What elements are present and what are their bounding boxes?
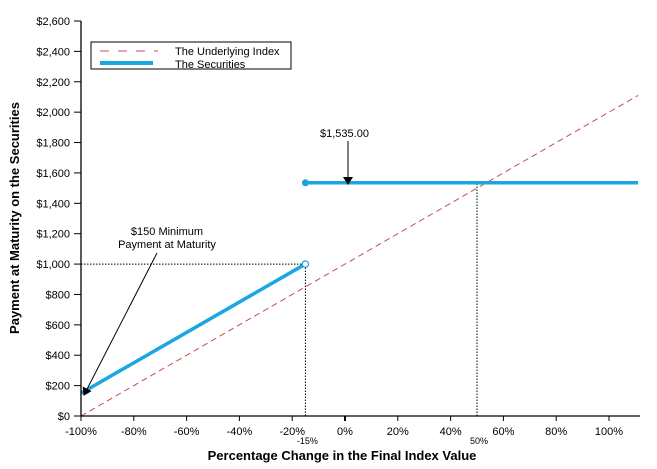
y-tick-label: $2,400 xyxy=(36,46,70,58)
y-tick-label: $1,800 xyxy=(36,138,70,150)
x-tick-label: -100% xyxy=(65,426,97,438)
legend: The Underlying Index The Securities xyxy=(90,41,292,71)
y-tick-label: $2,000 xyxy=(36,107,70,119)
y-axis-label: Payment at Maturity on the Securities xyxy=(7,102,22,334)
y-tick-label: $1,400 xyxy=(36,198,70,210)
x-tick-label: -20% xyxy=(279,426,305,438)
annotation-minimum-line2: Payment at Maturity xyxy=(118,239,216,251)
y-tick-label: $200 xyxy=(46,381,70,393)
y-tick-label: $1,600 xyxy=(36,168,70,180)
y-tick-label: $0 xyxy=(58,411,70,423)
x-tick-label: 20% xyxy=(387,426,409,438)
x-tick-label: 0% xyxy=(337,426,353,438)
y-tick-label: $2,600 xyxy=(36,16,70,28)
x-extra-label: 50% xyxy=(470,436,488,446)
x-tick-label: 60% xyxy=(492,426,514,438)
annotation-minimum-arrow xyxy=(82,252,158,396)
open-circle-marker xyxy=(301,260,310,268)
filled-circle-marker xyxy=(301,179,309,187)
y-tick-label: $600 xyxy=(46,320,70,332)
annotation-minimum-line1: $150 Minimum xyxy=(131,226,203,238)
x-tick-label: 100% xyxy=(595,426,623,438)
annotation-1535: $1,535.00 xyxy=(320,128,369,140)
x-tick-label: -40% xyxy=(227,426,253,438)
y-tick-label: $800 xyxy=(46,289,70,301)
x-tick-label: -60% xyxy=(174,426,200,438)
y-tick-label: $1,200 xyxy=(36,229,70,241)
x-tick-label: -80% xyxy=(121,426,147,438)
x-extra-label: -15% xyxy=(297,436,318,446)
y-tick-label: $400 xyxy=(46,350,70,362)
securities-segment xyxy=(80,262,307,395)
x-tick-label: 40% xyxy=(440,426,462,438)
y-tick-label: $2,200 xyxy=(36,77,70,89)
legend-label-securities: The Securities xyxy=(175,59,246,71)
legend-label-underlying-index: The Underlying Index xyxy=(175,46,280,58)
underlying-index-line xyxy=(80,95,639,417)
x-tick-label: 80% xyxy=(545,426,567,438)
y-tick-label: $1,000 xyxy=(36,259,70,271)
x-axis-label: Percentage Change in the Final Index Val… xyxy=(208,448,477,463)
